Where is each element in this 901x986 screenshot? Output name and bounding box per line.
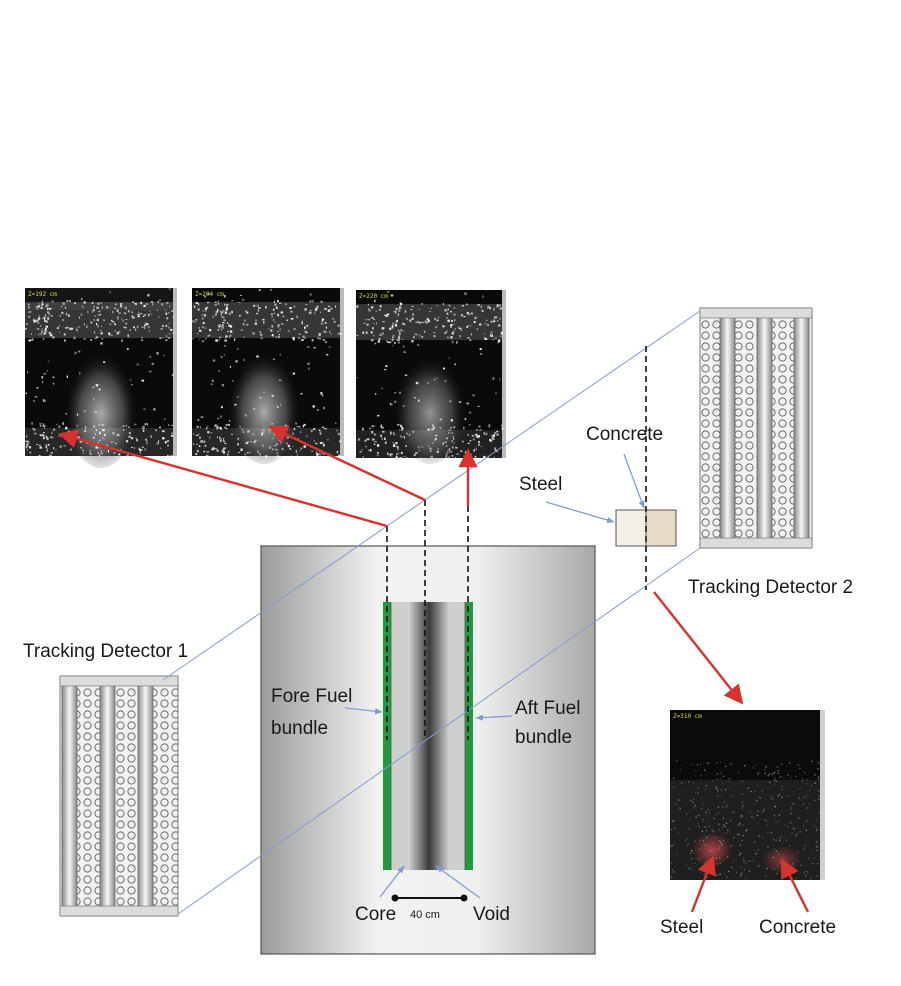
speckle-noise-top bbox=[25, 288, 504, 460]
detector-tube-icon bbox=[719, 315, 736, 541]
steel-concrete-block bbox=[615, 509, 677, 547]
recon-image-4: Z=310 cm bbox=[670, 710, 825, 880]
red-arrow-icon bbox=[690, 855, 716, 913]
fuel-assembly bbox=[383, 602, 473, 870]
detector-tube-icon bbox=[793, 315, 810, 541]
label-fore-fuel-1: Fore Fuel bbox=[271, 686, 352, 707]
red-arrow-icon bbox=[653, 591, 744, 705]
red-arrows bbox=[58, 425, 810, 913]
label-aft-fuel-1: Aft Fuel bbox=[515, 698, 580, 719]
detector-tube-icon bbox=[137, 683, 154, 909]
z-label-3: Z=220 cm bbox=[359, 293, 388, 300]
tracking-detector-2 bbox=[699, 307, 813, 549]
projection-lines bbox=[386, 346, 647, 740]
speckle-noise-bottom bbox=[670, 760, 822, 880]
red-arrow-icon bbox=[780, 858, 810, 913]
aft-fuel-bundle bbox=[465, 602, 473, 870]
label-tracking-detector-2: Tracking Detector 2 bbox=[688, 577, 853, 598]
detector-tube-icon bbox=[756, 315, 773, 541]
blue-arrow-icon bbox=[435, 865, 481, 899]
label-core: Core bbox=[355, 904, 396, 925]
z-label-4: Z=310 cm bbox=[673, 713, 702, 720]
blue-arrow-icon bbox=[545, 501, 615, 524]
z-label-1: Z=192 cm bbox=[28, 291, 57, 298]
recon-image-3: Z=220 cm bbox=[356, 290, 506, 464]
red-arrow-icon bbox=[58, 429, 388, 528]
blue-arrow-icon bbox=[344, 707, 383, 715]
track-guide-lines bbox=[162, 310, 701, 915]
recon-image-2: Z=204 cm bbox=[192, 288, 344, 464]
label-void: Void bbox=[473, 904, 510, 925]
label-aft-fuel-2: bundle bbox=[515, 727, 572, 748]
label-tracking-detector-1: Tracking Detector 1 bbox=[23, 641, 188, 662]
blue-pointers bbox=[344, 453, 645, 899]
scale-bar-icon bbox=[391, 894, 468, 902]
red-arrow-icon bbox=[268, 425, 426, 502]
blue-arrow-icon bbox=[379, 865, 405, 898]
label-scale: 40 cm bbox=[410, 909, 440, 921]
label-concrete-bottom: Concrete bbox=[759, 917, 836, 938]
label-concrete-top: Concrete bbox=[586, 424, 663, 445]
label-fore-fuel-2: bundle bbox=[271, 718, 328, 739]
label-steel-bottom: Steel bbox=[660, 917, 703, 938]
blue-arrow-icon bbox=[623, 453, 645, 509]
detector-tube-icon bbox=[99, 683, 116, 909]
detector-tube-icon bbox=[61, 683, 78, 909]
blue-arrow-icon bbox=[475, 714, 513, 721]
label-steel-top: Steel bbox=[519, 474, 562, 495]
tracking-detector-1 bbox=[59, 675, 179, 917]
